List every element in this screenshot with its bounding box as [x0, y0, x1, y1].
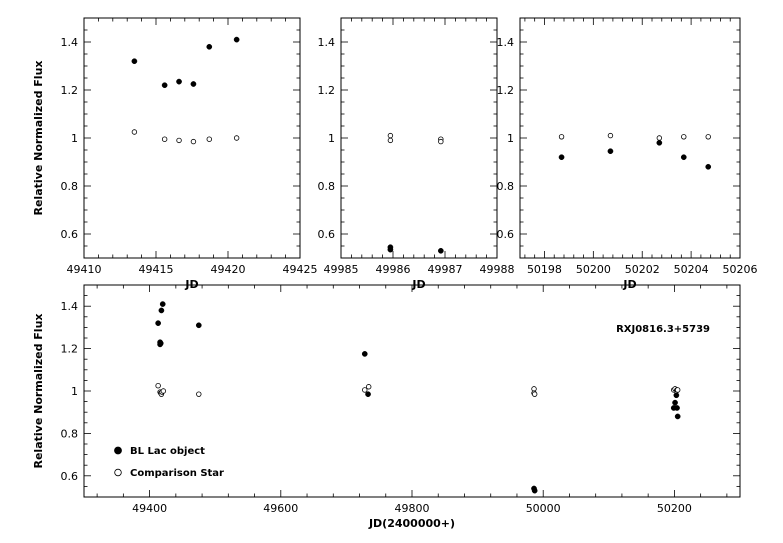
y-tick-label: 0.8: [61, 427, 79, 440]
y-tick-label: 1: [507, 132, 514, 145]
comparison-star-data-point: [558, 134, 565, 140]
comparison-star-data-point: [387, 137, 394, 144]
bl-lac-data-point: [531, 487, 538, 494]
comparison-star-data-point: [190, 138, 197, 145]
bl-lac-data-point: [674, 413, 681, 420]
comparison-star-data-point: [656, 135, 663, 141]
y-tick-label: 0.6: [61, 228, 79, 241]
x-tick-label: 49985: [324, 263, 359, 276]
plot-frame-bottom: [83, 284, 741, 498]
bl-lac-data-point: [680, 154, 687, 161]
y-tick-label: 1.4: [318, 36, 336, 49]
bl-lac-data-point: [195, 322, 202, 329]
comparison-star-data-point: [155, 383, 161, 389]
y-tick-label: 1.2: [61, 84, 79, 97]
x-tick-label: 49410: [67, 263, 102, 276]
comparison-star-data-point: [438, 138, 444, 145]
y-tick-label: 0.6: [497, 228, 515, 241]
bl-lac-data-point: [558, 154, 565, 161]
x-tick-label: 49987: [428, 263, 463, 276]
panel-bottom: [83, 284, 741, 498]
bl-lac-data-point: [157, 340, 164, 347]
x-tick-label: 49425: [283, 263, 318, 276]
y-tick-label: 1.4: [497, 36, 515, 49]
x-tick-label: 49600: [263, 502, 298, 515]
bl-lac-data-point: [672, 399, 678, 406]
bl-lac-data-point: [233, 36, 240, 43]
comparison-star-data-point: [362, 387, 368, 393]
panel-top-right: [519, 17, 741, 259]
plot-frame-top-middle: [340, 17, 498, 259]
y-tick-label: 0.8: [497, 180, 515, 193]
x-tick-label: 50206: [723, 263, 758, 276]
bl-lac-data-point: [365, 391, 371, 398]
legend-marker: [114, 446, 122, 455]
comparison-star-data-point: [160, 388, 167, 394]
bl-lac-data-point: [155, 320, 161, 327]
x-tick-label: 49420: [211, 263, 246, 276]
bl-lac-data-point: [131, 58, 138, 65]
comparison-star-data-point: [206, 136, 212, 142]
source-name-label: RXJ0816.3+5739: [616, 324, 710, 335]
bl-lac-data-point: [437, 247, 444, 254]
y-tick-label: 0.6: [61, 470, 79, 483]
x-tick-label: 50200: [657, 502, 692, 515]
y-tick-label: 0.6: [318, 228, 336, 241]
bl-lac-data-point: [361, 351, 368, 357]
y-tick-label: 1.4: [61, 36, 79, 49]
bl-lac-data-point: [674, 405, 680, 411]
comparison-star-data-point: [607, 132, 614, 139]
y-tick-label: 1: [71, 132, 78, 145]
plot-frame-top-left: [83, 17, 301, 259]
comparison-star-data-point: [131, 129, 138, 135]
y-tick-label: 1.2: [497, 84, 515, 97]
panel-top-left: [83, 17, 301, 259]
y-axis-title: Relative Normalized Flux: [32, 313, 45, 468]
comparison-star-data-point: [387, 132, 394, 139]
comparison-star-data-point: [233, 135, 240, 141]
bl-lac-data-point: [158, 307, 165, 314]
y-tick-label: 1: [71, 385, 78, 398]
bl-lac-data-point: [705, 163, 712, 170]
comparison-star-data-point: [674, 387, 681, 393]
legend-marker: [114, 468, 122, 477]
x-tick-label: 50198: [527, 263, 562, 276]
comparison-star-data-point: [531, 391, 538, 397]
x-tick-label: 50200: [576, 263, 611, 276]
x-tick-label: 49986: [376, 263, 411, 276]
legend-label: BL Lac object: [130, 446, 205, 457]
comparison-star-data-point: [681, 134, 687, 140]
x-axis-title: JD(2400000+): [368, 517, 455, 530]
x-tick-label: 49800: [395, 502, 430, 515]
bl-lac-data-point: [176, 78, 182, 85]
bl-lac-data-point: [161, 82, 168, 89]
bl-lac-data-point: [607, 148, 614, 155]
x-tick-label: 50202: [625, 263, 660, 276]
comparison-star-data-point: [196, 391, 202, 397]
comparison-star-data-point: [161, 136, 168, 142]
comparison-star-data-point: [366, 384, 372, 390]
y-tick-label: 1.2: [318, 84, 336, 97]
x-tick-label: 50204: [674, 263, 709, 276]
x-tick-label: 49415: [139, 263, 174, 276]
y-tick-label: 1: [328, 132, 335, 145]
y-tick-label: 0.8: [61, 180, 79, 193]
x-tick-label: 49988: [480, 263, 515, 276]
bl-lac-data-point: [656, 139, 663, 146]
x-tick-label: 49400: [132, 502, 167, 515]
y-axis-title: Relative Normalized Flux: [32, 60, 45, 215]
bl-lac-data-point: [190, 81, 197, 87]
y-tick-label: 1.4: [61, 300, 79, 313]
comparison-star-data-point: [176, 137, 182, 144]
y-tick-label: 1.2: [61, 343, 79, 356]
panel-top-middle: [340, 17, 498, 259]
bl-lac-data-point: [206, 43, 213, 50]
bl-lac-data-point: [387, 244, 394, 251]
legend-label: Comparison Star: [130, 468, 224, 479]
comparison-star-data-point: [705, 134, 711, 140]
x-tick-label: 50000: [526, 502, 561, 515]
y-tick-label: 0.8: [318, 180, 336, 193]
bl-lac-data-point: [159, 301, 166, 307]
